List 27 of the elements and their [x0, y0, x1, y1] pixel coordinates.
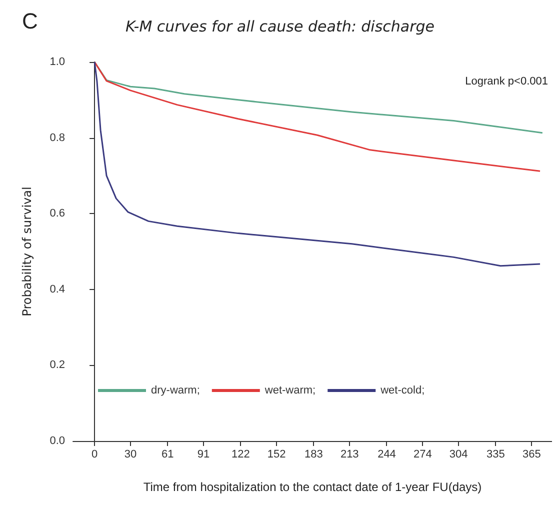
x-tick-label: 274 — [413, 448, 432, 460]
x-tick-label: 335 — [486, 448, 505, 460]
y-tick-label: 0.0 — [50, 435, 65, 447]
x-tick-label: 30 — [124, 448, 137, 460]
y-tick-label: 0.6 — [50, 208, 65, 220]
legend-label: wet-warm; — [264, 384, 316, 396]
y-tick-label: 0.2 — [50, 359, 65, 372]
x-tick-label: 61 — [161, 448, 174, 460]
y-tick-label: 0.4 — [50, 283, 65, 296]
text: C — [22, 8, 38, 34]
x-tick-label: 213 — [340, 448, 359, 460]
x-tick-label: 365 — [522, 448, 541, 460]
x-tick-label: 304 — [449, 448, 468, 460]
y-tick-label: 0.8 — [50, 132, 65, 144]
x-tick-label: 91 — [197, 448, 210, 460]
x-tick-label: 244 — [378, 448, 396, 460]
y-axis-title: Probability of survival — [20, 186, 34, 316]
x-tick-label: 183 — [304, 448, 323, 460]
x-tick-label: 122 — [231, 448, 250, 460]
x-tick-label: 152 — [267, 448, 286, 460]
x-tick-label: 0 — [91, 448, 98, 460]
chart-title: K-M curves for all cause death: discharge — [125, 18, 435, 36]
x-axis-title: Time from hospitalization to the contact date of 1-year FU(days) — [143, 480, 482, 494]
y-tick-label: 1.0 — [50, 56, 65, 68]
legend-label: wet-cold; — [380, 384, 425, 396]
legend-label: dry-warm; — [151, 384, 200, 396]
annotation: Logrank p<0.001 — [465, 76, 548, 88]
